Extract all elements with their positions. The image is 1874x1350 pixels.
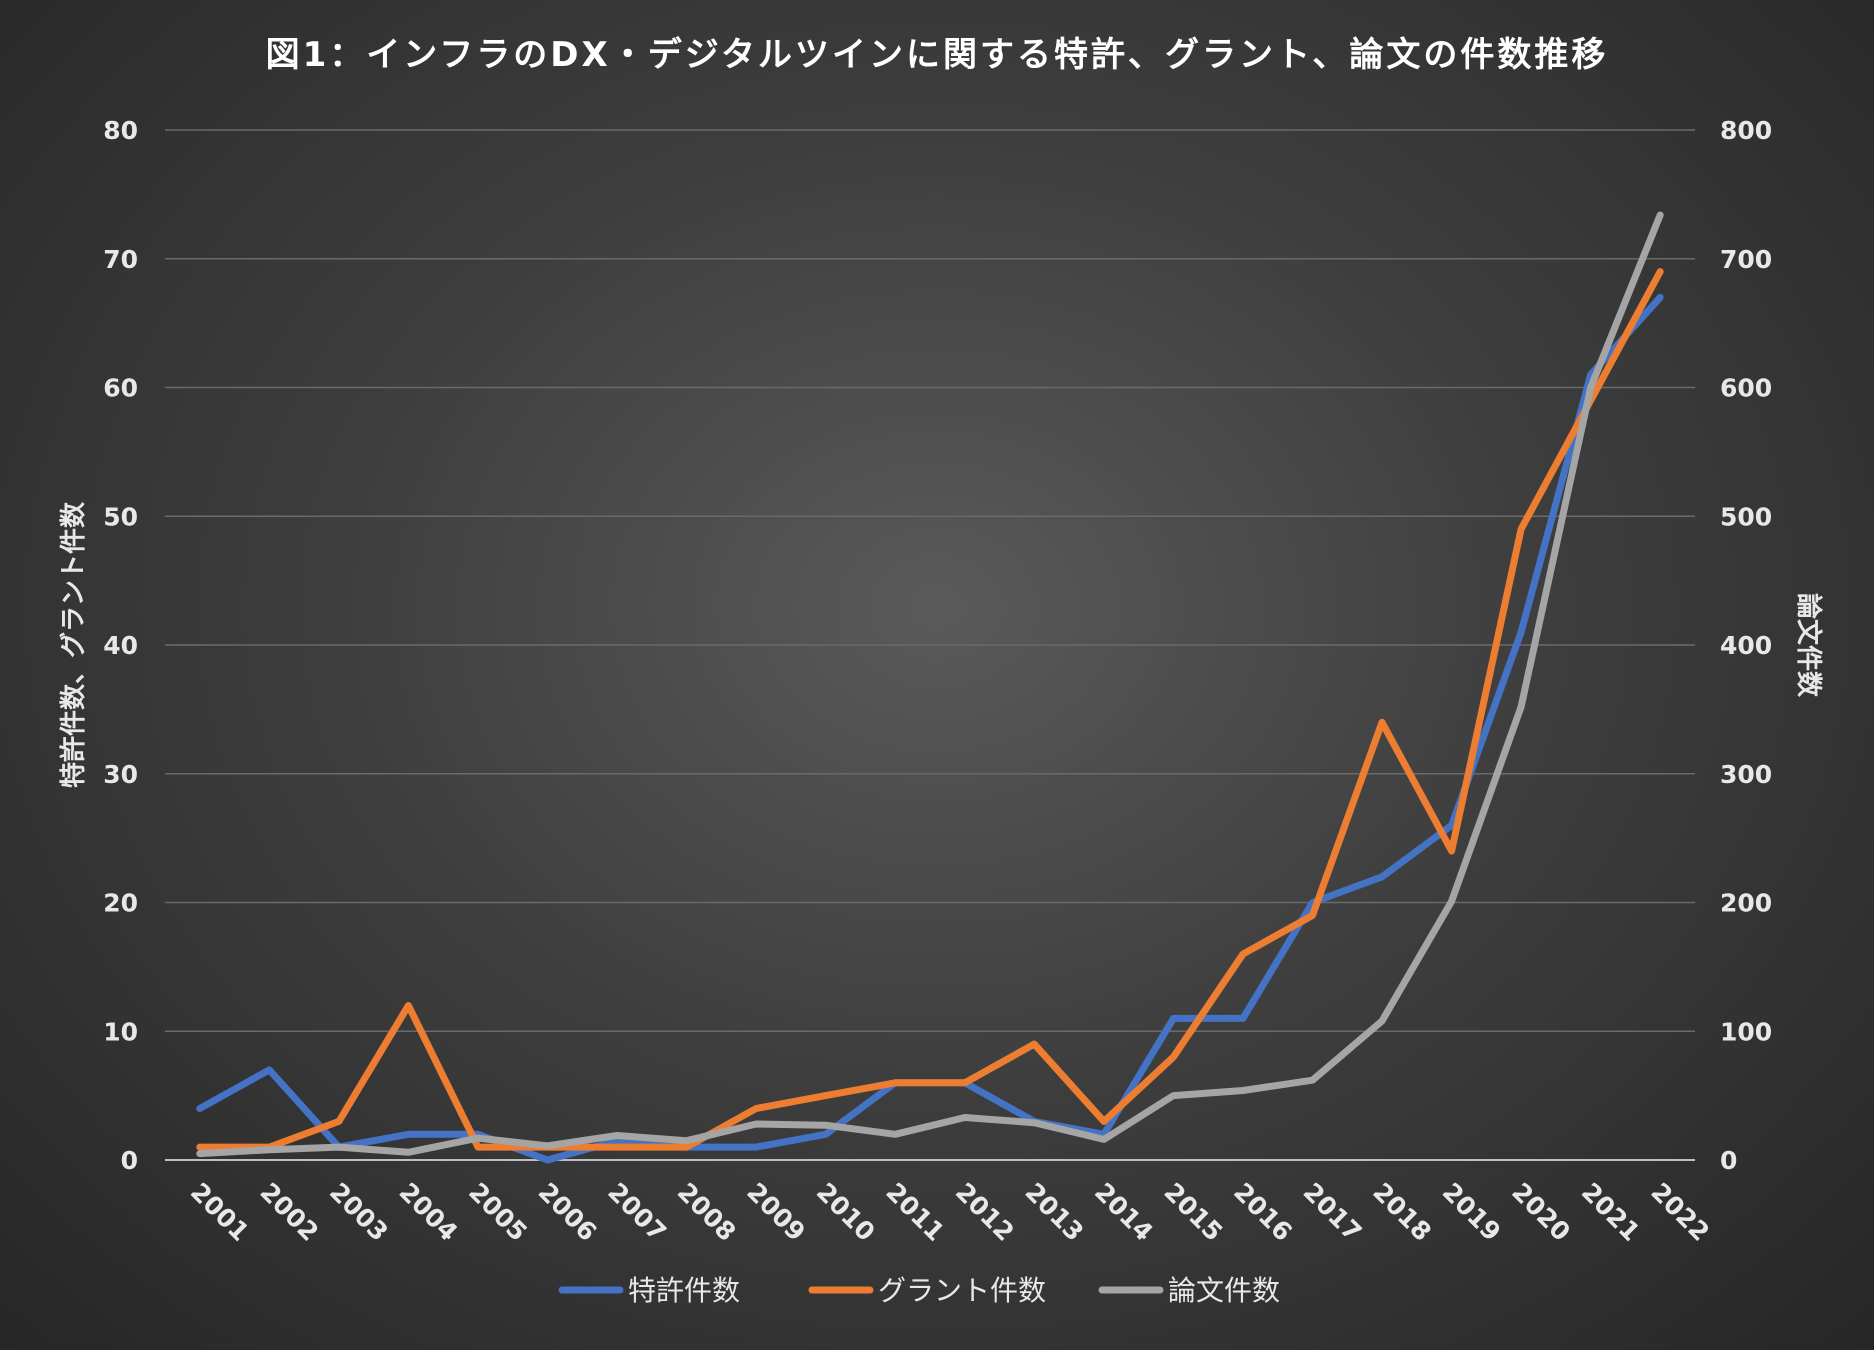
legend-label: グラント件数 [878, 1274, 1046, 1307]
x-tick-label: 2013 [1019, 1177, 1089, 1247]
x-tick-label: 2007 [602, 1177, 672, 1247]
x-tick-label: 2019 [1437, 1177, 1507, 1247]
x-tick-label: 2001 [185, 1177, 255, 1247]
right-tick-label: 0 [1720, 1146, 1737, 1175]
right-tick-label: 600 [1720, 374, 1772, 403]
x-tick-label: 2022 [1645, 1177, 1715, 1247]
x-tick-label: 2020 [1506, 1177, 1576, 1247]
x-tick-label: 2003 [324, 1177, 394, 1247]
x-tick-label: 2011 [880, 1177, 950, 1247]
gridlines [165, 129, 1695, 1161]
left-axis-label: 特許件数、グラント件数 [58, 501, 89, 788]
x-tick-label: 2008 [672, 1177, 742, 1247]
x-tick-label: 2010 [811, 1177, 881, 1247]
x-tick-label: 2017 [1298, 1177, 1368, 1247]
x-tick-label: 2014 [1089, 1177, 1159, 1247]
x-axis-ticks: 2001 2002 2003 2004 2005 2006 2007 2008 2009 2010… [185, 1177, 1715, 1247]
x-tick-label: 2009 [741, 1177, 811, 1247]
legend[interactable]: 特許件数 グラント件数 論文件数 [558, 1274, 1280, 1307]
x-tick-label: 2016 [1228, 1177, 1298, 1247]
right-tick-label: 800 [1720, 116, 1772, 145]
legend-label: 特許件数 [628, 1274, 740, 1307]
left-tick-label: 70 [103, 245, 138, 274]
right-axis-ticks: 0 100 200 300 400 500 600 700 800 [1720, 116, 1772, 1175]
series-line-3 [196, 211, 1664, 1158]
left-tick-label: 10 [103, 1017, 138, 1046]
left-tick-label: 0 [121, 1146, 138, 1175]
left-tick-label: 80 [103, 116, 138, 145]
legend-label: 論文件数 [1168, 1274, 1280, 1307]
left-tick-label: 50 [103, 502, 138, 531]
x-tick-label: 2021 [1576, 1177, 1646, 1247]
series-line-2 [196, 268, 1664, 1151]
right-tick-label: 200 [1720, 889, 1772, 918]
x-tick-label: 2015 [1159, 1177, 1229, 1247]
x-tick-label: 2002 [254, 1177, 324, 1247]
x-tick-label: 2006 [533, 1177, 603, 1247]
chart-title: 図1：インフラのDX・デジタルツインに関する特許、グラント、論文の件数推移 [266, 35, 1609, 75]
x-tick-label: 2012 [950, 1177, 1020, 1247]
right-tick-label: 400 [1720, 631, 1772, 660]
left-axis-ticks: 0 10 20 30 40 50 60 70 80 [103, 116, 138, 1175]
right-tick-label: 300 [1720, 760, 1772, 789]
x-tick-label: 2018 [1367, 1177, 1437, 1247]
right-tick-label: 500 [1720, 502, 1772, 531]
series-lines [196, 211, 1664, 1164]
right-axis-label: 論文件数 [1793, 593, 1824, 698]
left-tick-label: 60 [103, 374, 138, 403]
x-tick-label: 2005 [463, 1177, 533, 1247]
right-tick-label: 100 [1720, 1017, 1772, 1046]
x-tick-label: 2004 [394, 1177, 464, 1247]
left-tick-label: 30 [103, 760, 138, 789]
left-tick-label: 40 [103, 631, 138, 660]
left-tick-label: 20 [103, 889, 138, 918]
right-tick-label: 700 [1720, 245, 1772, 274]
